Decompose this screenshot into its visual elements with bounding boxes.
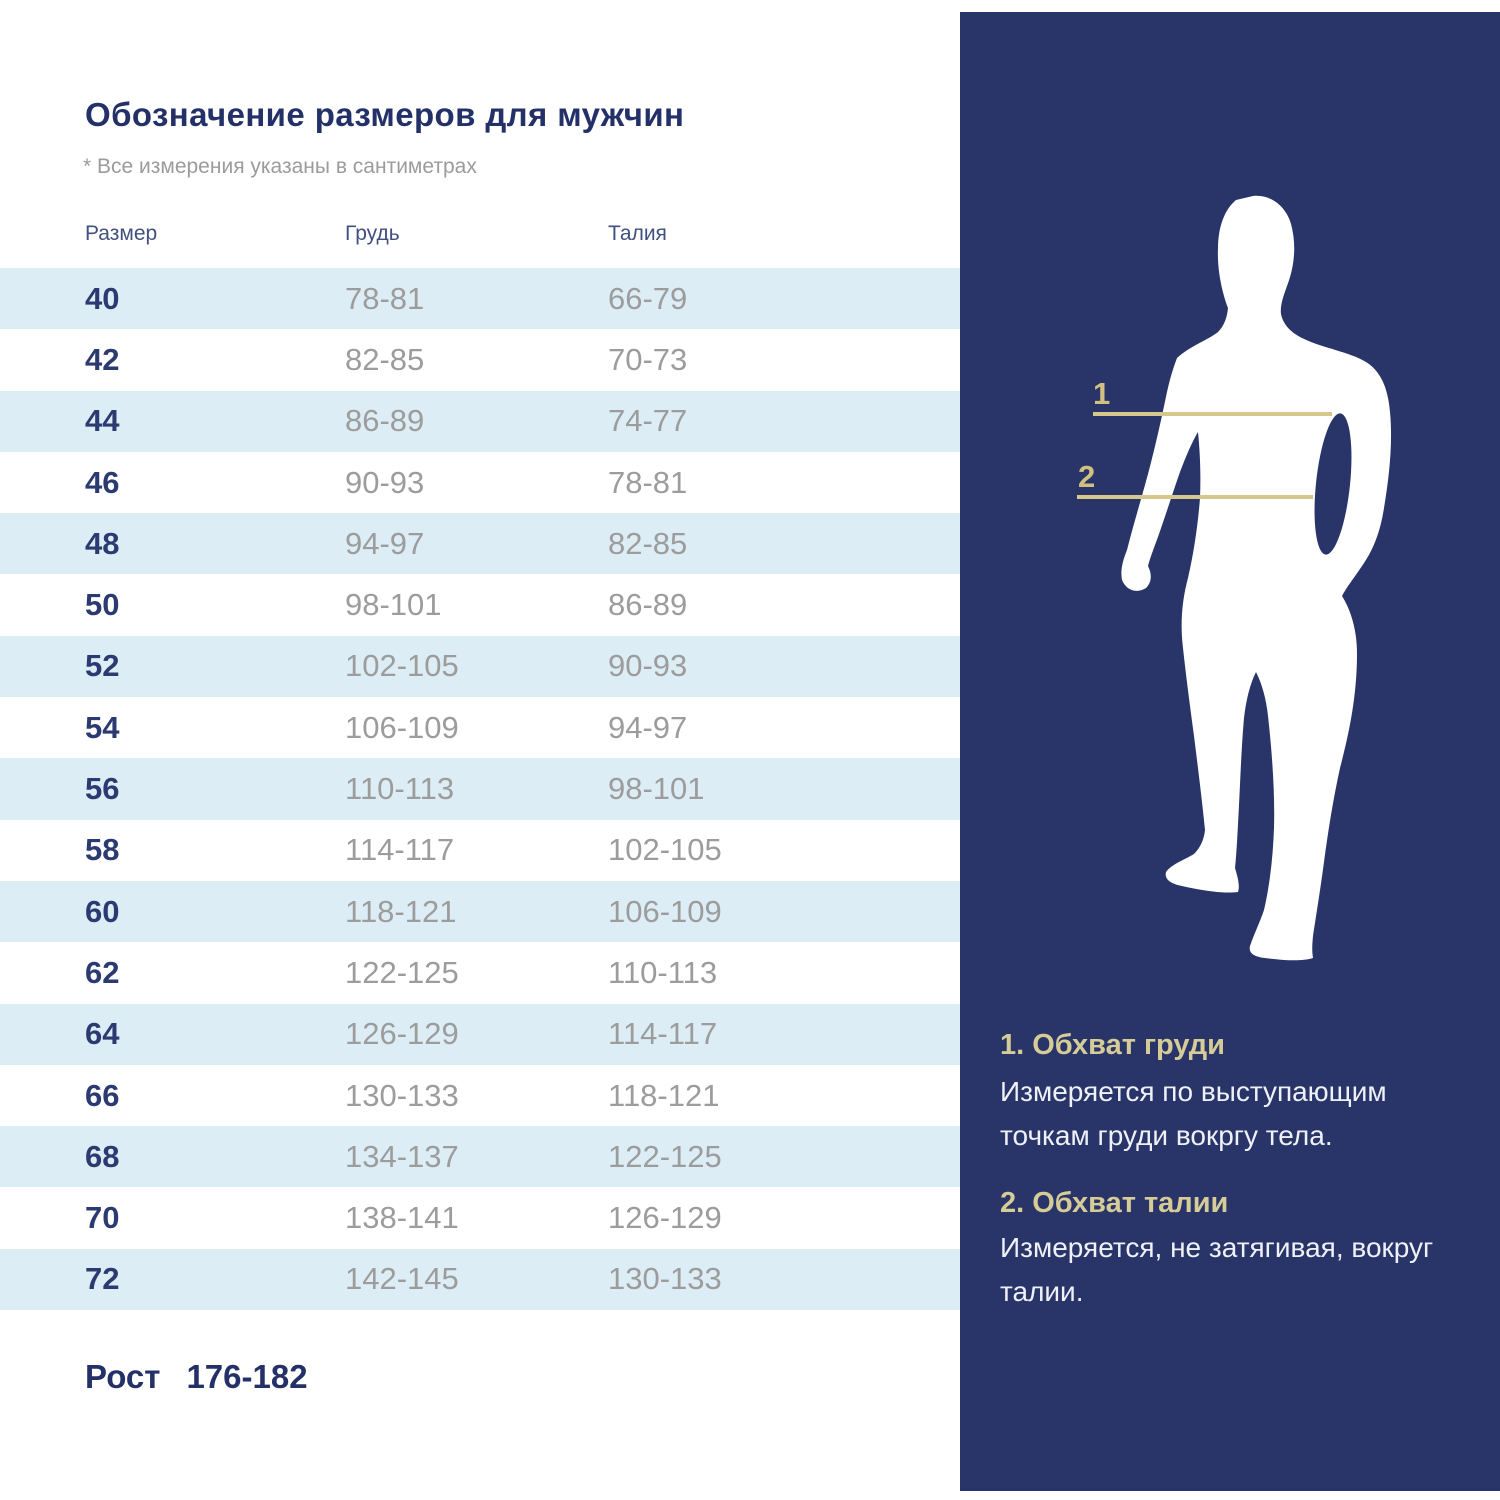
cell-waist: 130-133: [608, 1261, 722, 1297]
height-value: 176-182: [186, 1358, 308, 1395]
cell-chest: 86-89: [345, 403, 425, 439]
cell-chest: 138-141: [345, 1200, 459, 1236]
table-row: 44 86-89 74-77: [0, 390, 960, 452]
table-row: 48 94-97 82-85: [0, 513, 960, 575]
table-header: Размер Грудь Талия: [0, 222, 960, 252]
table-row: 56 110-113 98-101: [0, 758, 960, 820]
column-header-chest: Грудь: [345, 222, 400, 245]
waist-line-label: 2: [1078, 459, 1095, 494]
cell-chest: 90-93: [345, 464, 425, 500]
cell-waist: 66-79: [608, 280, 688, 316]
table-row: 68 134-137 122-125: [0, 1126, 960, 1188]
arm-hip-gap: [1314, 413, 1352, 555]
cell-size: 72: [85, 1261, 120, 1297]
cell-waist: 114-117: [608, 1016, 718, 1052]
table-row: 62 122-125 110-113: [0, 942, 960, 1004]
table-row: 46 90-93 78-81: [0, 451, 960, 514]
cell-waist: 70-73: [608, 341, 688, 377]
size-table: 40 78-81 66-79 42 82-85 70-73 44 86-89 74-77 46 90…: [0, 268, 960, 1311]
cell-size: 68: [85, 1138, 120, 1174]
chest-line-label: 1: [1093, 376, 1110, 411]
legend-waist-title: 2. Обхват талии: [1000, 1187, 1229, 1219]
cell-size: 52: [85, 648, 120, 684]
table-row: 70 138-141 126-129: [0, 1187, 960, 1249]
table-row: 52 102-105 90-93: [0, 635, 960, 698]
cell-size: 44: [85, 403, 120, 439]
cell-chest: 106-109: [345, 709, 459, 745]
cell-waist: 98-101: [608, 771, 705, 807]
cell-size: 70: [85, 1200, 120, 1236]
cell-size: 54: [85, 709, 120, 745]
legend-chest-title: 1. Обхват груди: [1000, 1029, 1226, 1061]
cell-chest: 114-117: [345, 832, 455, 868]
table-row: 40 78-81 66-79: [0, 268, 960, 330]
cell-waist: 82-85: [608, 525, 688, 561]
table-row: 66 130-133 118-121: [0, 1064, 960, 1127]
cell-waist: 86-89: [608, 587, 688, 623]
cell-waist: 74-77: [608, 403, 688, 439]
cell-chest: 110-113: [345, 771, 455, 807]
cell-size: 58: [85, 832, 120, 868]
cell-size: 60: [85, 893, 120, 929]
cell-waist: 94-97: [608, 709, 688, 745]
cell-chest: 142-145: [345, 1261, 459, 1297]
cell-size: 42: [85, 341, 120, 377]
cell-chest: 98-101: [345, 587, 442, 623]
cell-chest: 122-125: [345, 954, 459, 990]
cell-chest: 126-129: [345, 1016, 459, 1052]
legend-waist-text: Измеряется, не затягивая, вокруг талии.: [1000, 1232, 1434, 1307]
cell-waist: 90-93: [608, 648, 688, 684]
cell-chest: 130-133: [345, 1077, 459, 1113]
cell-size: 50: [85, 587, 120, 623]
cell-chest: 94-97: [345, 525, 425, 561]
cell-waist: 110-113: [608, 954, 718, 990]
table-row: 42 82-85 70-73: [0, 329, 960, 391]
table-row: 64 126-129 114-117: [0, 1003, 960, 1065]
cell-size: 62: [85, 954, 120, 990]
cell-waist: 122-125: [608, 1138, 722, 1174]
page-title: Обозначение размеров для мужчин: [85, 96, 685, 133]
cell-size: 56: [85, 771, 120, 807]
units-note: * Все измерения указаны в сантиметрах: [83, 155, 477, 178]
cell-chest: 134-137: [345, 1138, 459, 1174]
table-row: 54 106-109 94-97: [0, 697, 960, 759]
cell-waist: 118-121: [608, 1077, 720, 1113]
content-left: Обозначение размеров для мужчин * Все из…: [0, 96, 960, 1396]
cell-size: 64: [85, 1016, 120, 1052]
cell-chest: 118-121: [345, 893, 457, 929]
table-row: 58 114-117 102-105: [0, 819, 960, 881]
legend-chest-text: Измеряется по выступающим точкам груди в…: [1000, 1076, 1387, 1151]
column-header-size: Размер: [85, 222, 158, 245]
measure-panel: 1 2 1. Обхват груди Измеряется по выступ…: [960, 12, 1500, 1491]
column-header-waist: Талия: [608, 222, 667, 245]
male-silhouette-figure: 1 2: [1077, 195, 1392, 961]
cell-size: 66: [85, 1077, 120, 1113]
cell-chest: 102-105: [345, 648, 459, 684]
table-row: 60 118-121 106-109: [0, 880, 960, 943]
cell-size: 46: [85, 464, 120, 500]
cell-chest: 78-81: [345, 280, 425, 316]
cell-waist: 78-81: [608, 464, 688, 500]
height-info: Рост 176-182: [85, 1358, 308, 1396]
height-label: Рост: [85, 1358, 161, 1395]
cell-waist: 106-109: [608, 893, 722, 929]
cell-chest: 82-85: [345, 341, 425, 377]
male-silhouette: [1121, 195, 1392, 961]
cell-size: 48: [85, 525, 120, 561]
table-row: 50 98-101 86-89: [0, 574, 960, 636]
cell-waist: 102-105: [608, 832, 722, 868]
table-row: 72 142-145 130-133: [0, 1248, 960, 1311]
cell-size: 40: [85, 280, 120, 316]
cell-waist: 126-129: [608, 1200, 722, 1236]
